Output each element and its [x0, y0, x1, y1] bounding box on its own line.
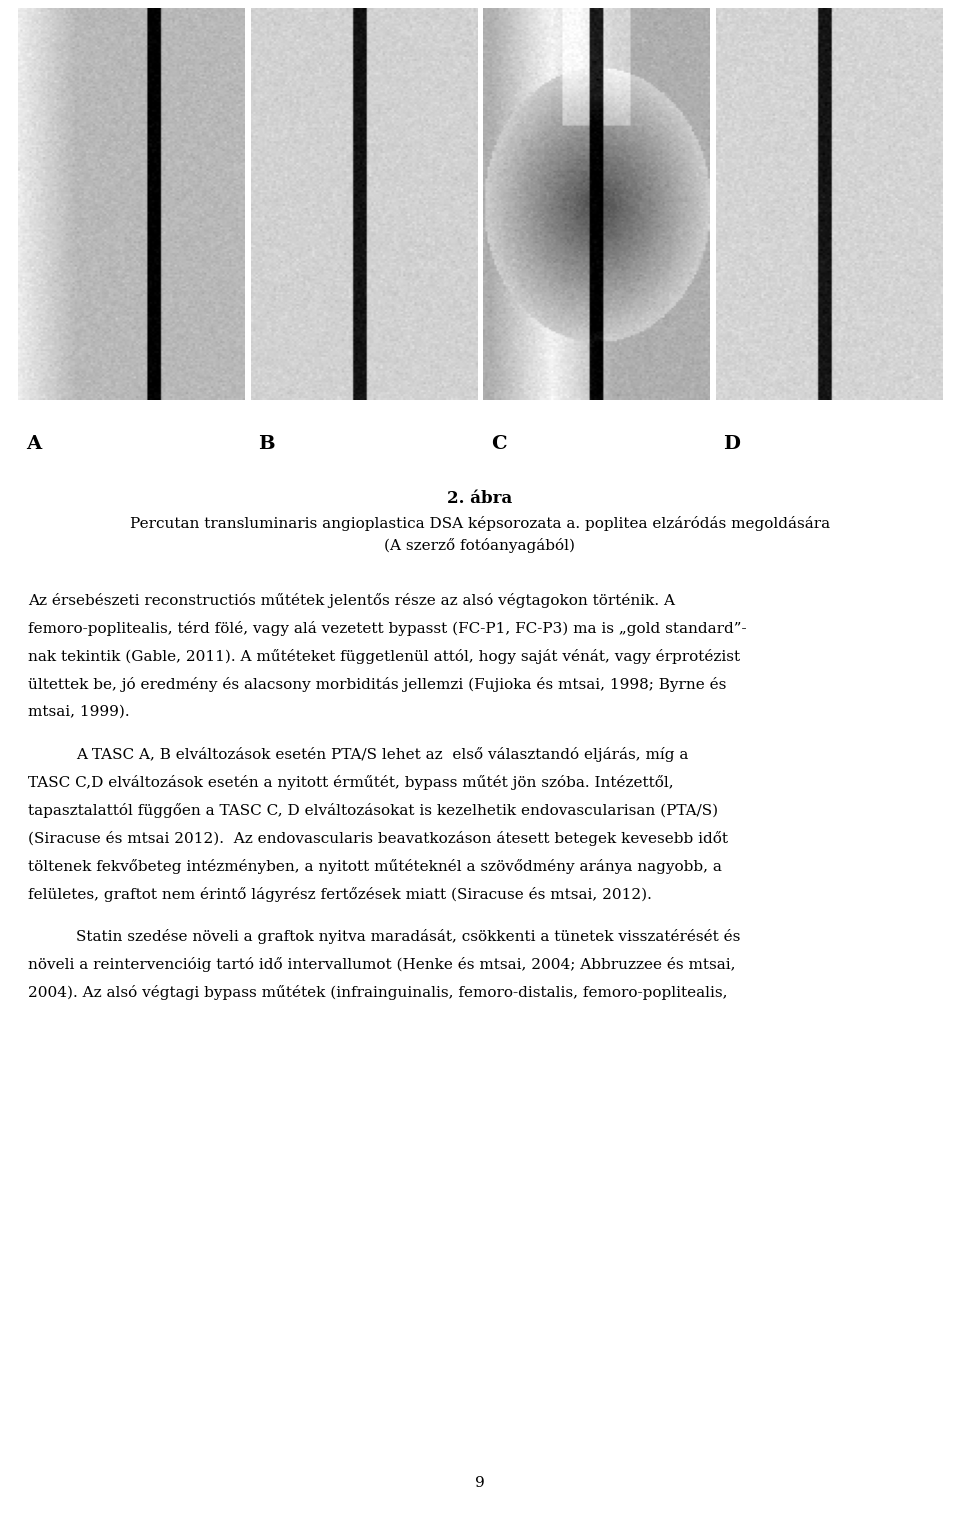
Text: 9: 9 [475, 1476, 485, 1490]
Text: B: B [258, 435, 276, 454]
Text: 2004). Az alsó végtagi bypass műtétek (infrainguinalis, femoro-distalis, femoro-: 2004). Az alsó végtagi bypass műtétek (i… [28, 985, 728, 1000]
Text: TASC C,D elváltozások esetén a nyitott érműtét, bypass műtét jön szóba. Intézett: TASC C,D elváltozások esetén a nyitott é… [28, 775, 674, 790]
Text: femoro-poplitealis, térd fölé, vagy alá vezetett bypasst (FC-P1, FC-P3) ma is „g: femoro-poplitealis, térd fölé, vagy alá … [28, 620, 747, 636]
Text: töltenek fekvőbeteg intézményben, a nyitott műtéteknél a szövődmény aránya nagyo: töltenek fekvőbeteg intézményben, a nyit… [28, 859, 722, 874]
Text: nak tekintik (Gable, 2011). A műtéteket függetlenül attól, hogy saját vénát, vag: nak tekintik (Gable, 2011). A műtéteket … [28, 649, 740, 664]
Text: mtsai, 1999).: mtsai, 1999). [28, 705, 130, 719]
Text: D: D [724, 435, 740, 454]
Text: Az érsebészeti reconstructiós műtétek jelentős része az alsó végtagokon történik: Az érsebészeti reconstructiós műtétek je… [28, 593, 675, 608]
Text: A TASC A, B elváltozások esetén PTA/S lehet az  első választandó eljárás, míg a: A TASC A, B elváltozások esetén PTA/S le… [76, 746, 688, 762]
Text: (A szerző fotóanyagából): (A szerző fotóanyagából) [385, 539, 575, 554]
Text: növeli a reintervencióig tartó idő intervallumot (Henke és mtsai, 2004; Abbruzze: növeli a reintervencióig tartó idő inter… [28, 957, 735, 972]
Text: ültettek be, jó eredmény és alacsony morbiditás jellemzi (Fujioka és mtsai, 1998: ültettek be, jó eredmény és alacsony mor… [28, 677, 727, 692]
Text: A: A [26, 435, 41, 454]
Text: tapasztalattól függően a TASC C, D elváltozásokat is kezelhetik endovascularisan: tapasztalattól függően a TASC C, D elvál… [28, 802, 718, 818]
Text: Statin szedése növeli a graftok nyitva maradását, csökkenti a tünetek visszatéré: Statin szedése növeli a graftok nyitva m… [76, 928, 740, 944]
Text: C: C [491, 435, 507, 454]
Text: (Siracuse és mtsai 2012).  Az endovascularis beavatkozáson átesett betegek keves: (Siracuse és mtsai 2012). Az endovascula… [28, 831, 728, 846]
Text: 2. ábra: 2. ábra [447, 490, 513, 507]
Text: felületes, graftot nem érintő lágyrész fertőzések miatt (Siracuse és mtsai, 2012: felületes, graftot nem érintő lágyrész f… [28, 887, 652, 903]
Text: Percutan transluminaris angioplastica DSA képsorozata a. poplitea elzáródás mego: Percutan transluminaris angioplastica DS… [130, 516, 830, 531]
